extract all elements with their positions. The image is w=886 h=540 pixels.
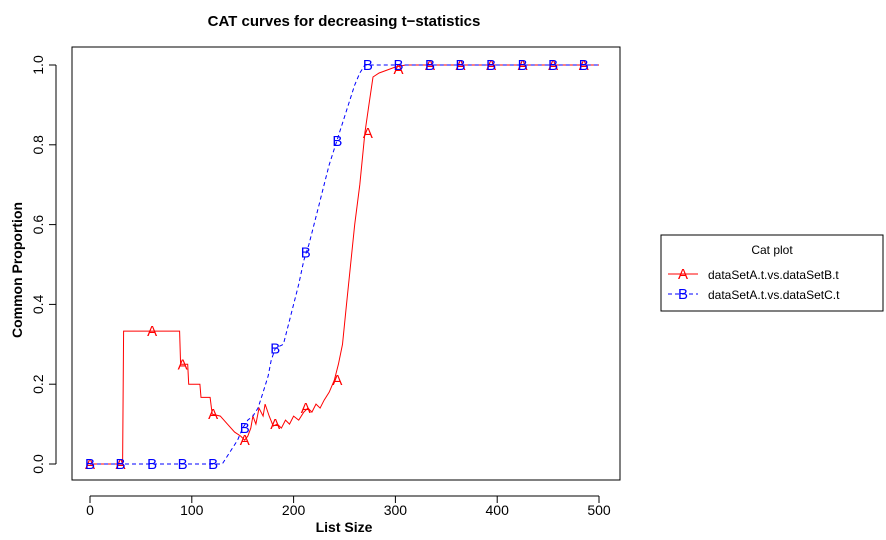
data-point-a: A <box>393 61 403 78</box>
x-tick-label: 0 <box>86 502 94 518</box>
y-axis-label: Common Proportion <box>9 202 25 338</box>
data-point-a: A <box>301 400 311 417</box>
y-tick-label: 0.0 <box>30 454 46 474</box>
data-point-a: A <box>579 57 589 74</box>
legend-marker-a: A <box>678 266 688 283</box>
series-line-b <box>90 64 599 465</box>
x-tick-label: 500 <box>587 502 611 518</box>
data-point-a: A <box>518 57 528 74</box>
data-point-a: A <box>178 356 188 373</box>
data-point-b: B <box>393 57 403 74</box>
legend-entry-b: dataSetA.t.vs.dataSetC.t <box>708 288 840 302</box>
legend-title: Cat plot <box>751 243 793 257</box>
y-tick-label: 1.0 <box>30 55 46 75</box>
legend: Cat plot A dataSetA.t.vs.dataSetB.t B da… <box>660 234 884 312</box>
data-point-b: B <box>116 456 126 473</box>
plot-frame <box>71 46 621 481</box>
x-tick-label: 200 <box>282 502 306 518</box>
x-tick-label: 100 <box>180 502 204 518</box>
data-point-b: B <box>548 57 558 74</box>
data-point-b: B <box>518 57 528 74</box>
data-point-a: A <box>486 57 496 74</box>
data-point-b: B <box>178 456 188 473</box>
data-point-a: A <box>240 432 250 449</box>
data-point-a: A <box>456 57 466 74</box>
data-point-b: B <box>486 57 496 74</box>
y-tick-label: 0.4 <box>30 294 46 314</box>
x-tick-label: 300 <box>384 502 408 518</box>
data-point-a: A <box>548 57 558 74</box>
data-point-a: A <box>85 456 95 473</box>
data-point-a: A <box>116 456 126 473</box>
y-tick-label: 0.6 <box>30 215 46 235</box>
data-point-b: B <box>85 456 95 473</box>
chart-title: CAT curves for decreasing t−statistics <box>208 13 481 30</box>
x-tick-label: 400 <box>486 502 510 518</box>
legend-box <box>660 234 884 312</box>
data-point-a: A <box>270 416 280 433</box>
data-point-a: A <box>147 323 157 340</box>
data-point-b: B <box>332 133 342 150</box>
data-point-b: B <box>147 456 157 473</box>
data-point-a: A <box>332 372 342 389</box>
data-point-b: B <box>456 57 466 74</box>
y-tick-label: 0.2 <box>30 374 46 394</box>
data-point-a: A <box>208 406 218 423</box>
data-point-a: A <box>363 125 373 142</box>
data-point-b: B <box>240 420 250 437</box>
data-point-b: B <box>425 57 435 74</box>
data-point-b: B <box>363 57 373 74</box>
series-line-a <box>90 64 599 465</box>
legend-marker-b: B <box>678 286 688 303</box>
y-tick-label: 0.8 <box>30 135 46 155</box>
x-axis-label: List Size <box>316 519 373 535</box>
data-point-b: B <box>208 456 218 473</box>
legend-entry-a: dataSetA.t.vs.dataSetB.t <box>708 268 839 282</box>
data-point-b: B <box>579 57 589 74</box>
axes: 0 100 200 300 400 500 0.0 0.2 0.4 0.6 0.8 1.0 <box>30 46 621 518</box>
data-point-b: B <box>301 245 311 262</box>
data-point-b: B <box>270 340 280 357</box>
data-point-a: A <box>425 57 435 74</box>
